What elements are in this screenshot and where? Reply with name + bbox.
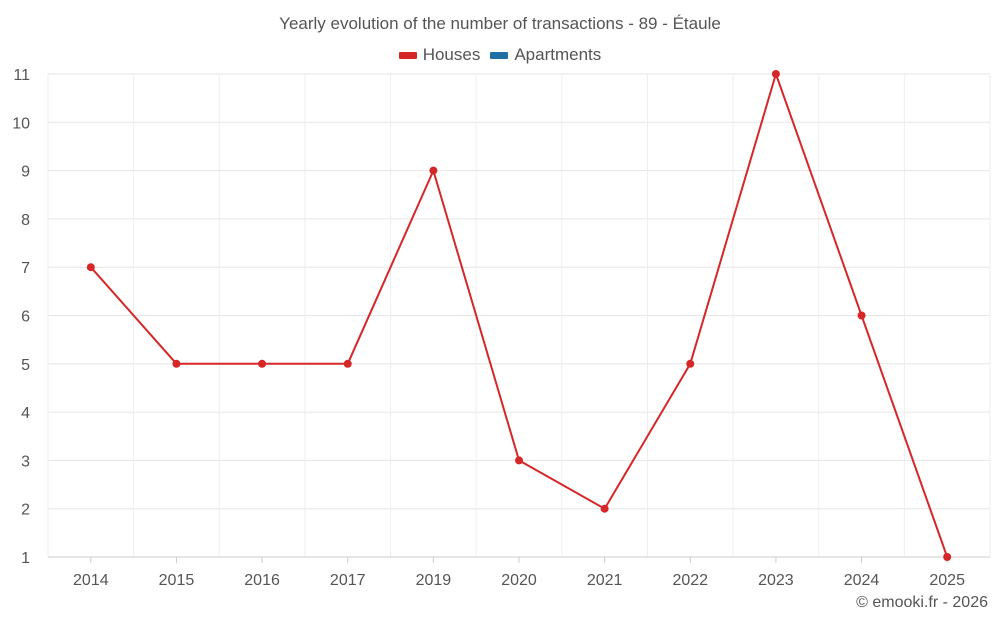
data-point[interactable] (686, 359, 695, 368)
x-tick-label: 2017 (330, 572, 366, 589)
y-tick-label: 9 (21, 164, 30, 181)
legend: Houses Apartments (0, 45, 1000, 65)
x-tick-label: 2021 (587, 572, 623, 589)
legend-swatch-apartments (490, 51, 509, 59)
data-point[interactable] (429, 166, 438, 175)
y-tick-label: 7 (21, 260, 30, 277)
y-tick-label: 5 (21, 357, 30, 374)
data-point[interactable] (258, 359, 267, 368)
data-points (86, 70, 952, 561)
x-tick-label: 2020 (501, 572, 537, 589)
x-tick-label: 2023 (758, 572, 794, 589)
y-tick-label: 3 (21, 453, 30, 470)
axes: 1 2 3 4 5 6 7 8 9 10 11 2014 2015 2016 2017 2019 2020 202… (12, 67, 990, 589)
data-point[interactable] (857, 311, 866, 320)
legend-item-houses[interactable]: Houses (398, 45, 481, 65)
x-tick-label: 2016 (244, 572, 280, 589)
y-tick-label: 1 (21, 550, 30, 567)
x-tick-label: 2019 (416, 572, 452, 589)
data-point[interactable] (515, 456, 523, 465)
data-point[interactable] (771, 70, 780, 78)
data-point[interactable] (343, 359, 352, 368)
y-tick-label: 8 (21, 212, 30, 229)
credit-text: © emooki.fr - 2026 (856, 594, 988, 611)
legend-label-houses: Houses (422, 45, 481, 64)
legend-item-apartments[interactable]: Apartments (490, 45, 601, 65)
y-tick-label: 6 (21, 309, 30, 326)
y-tick-label: 2 (21, 502, 30, 519)
grid (47, 73, 991, 558)
data-point[interactable] (86, 263, 95, 272)
x-tick-label: 2015 (159, 572, 195, 589)
chart-title: Yearly evolution of the number of transa… (279, 14, 721, 33)
legend-label-apartments: Apartments (514, 45, 602, 64)
data-point[interactable] (943, 553, 952, 561)
x-tick-label: 2024 (844, 572, 880, 589)
legend-swatch-houses (398, 51, 417, 59)
y-tick-label: 10 (12, 115, 30, 132)
x-tick-label: 2025 (929, 572, 965, 589)
data-point[interactable] (600, 504, 609, 513)
y-tick-label: 11 (13, 67, 30, 84)
y-tick-label: 4 (21, 405, 30, 422)
x-tick-label: 2022 (672, 572, 708, 589)
data-point[interactable] (172, 359, 181, 368)
x-tick-label: 2014 (73, 572, 109, 589)
